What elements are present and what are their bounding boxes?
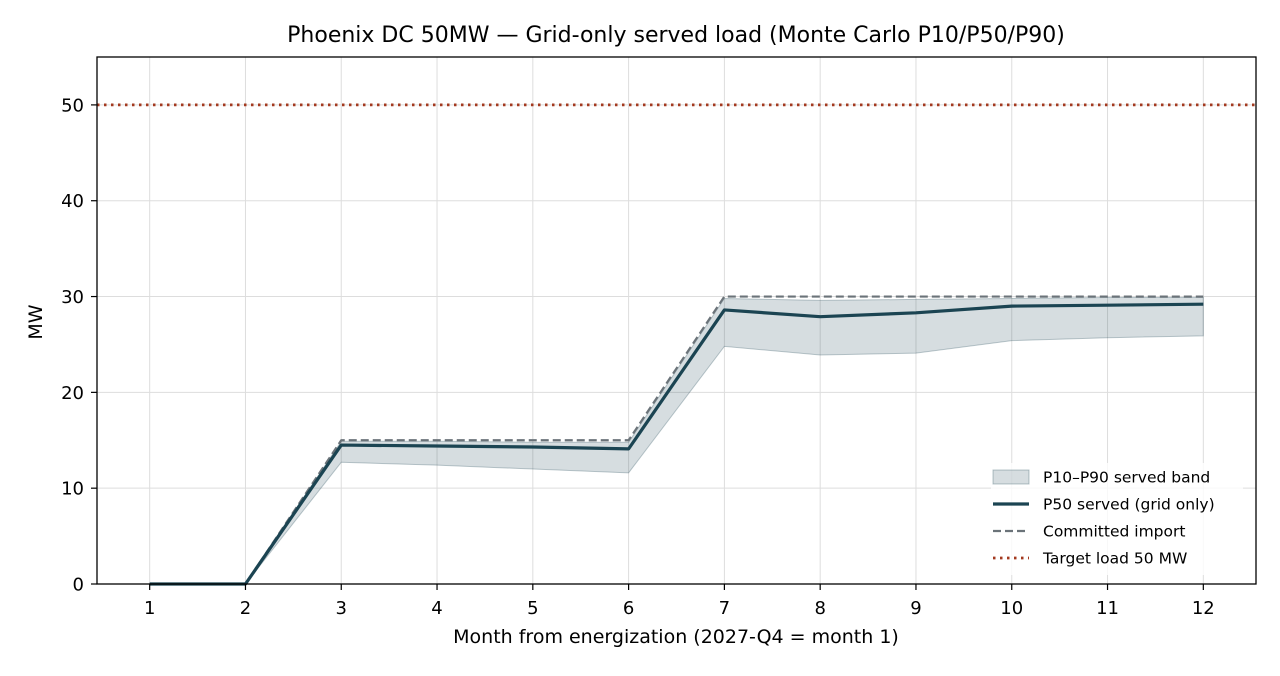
legend-band-swatch [992,469,1030,485]
y-axis-label: MW [25,304,47,339]
legend-committed-import-label: Committed import [1043,523,1185,541]
committed-import-line [149,295,1204,586]
x-tick-label: 1 [144,598,155,619]
y-tick-label: 0 [73,575,84,596]
y-tick-label: 30 [61,287,84,308]
x-tick-label: 10 [1000,598,1023,619]
plot-frame [96,56,1257,585]
legend-box [991,463,1243,575]
x-tick-label: 6 [623,598,634,619]
y-tick-label: 10 [61,479,84,500]
x-tick-label: 4 [431,598,442,619]
y-tick-label: 20 [61,383,84,404]
x-tick-label: 5 [527,598,538,619]
series-layer [149,295,1204,586]
y-tick-label: 40 [61,191,84,212]
x-tick-label: 9 [910,598,921,619]
legend: P10–P90 served band P50 served (grid only… [991,463,1243,575]
x-tick-label: 7 [719,598,730,619]
p50-served-line [149,302,1204,586]
x-axis-label: Month from energization (2027-Q4 = month… [453,626,899,648]
chart-title: Phoenix DC 50MW — Grid-only served load … [287,23,1065,48]
x-tick-label: 8 [814,598,825,619]
y-tick-label: 50 [61,95,84,116]
x-tick-label: 12 [1192,598,1215,619]
legend-p50-label: P50 served (grid only) [1043,496,1215,514]
legend-band-label: P10–P90 served band [1043,469,1210,487]
x-tick-label: 11 [1096,598,1119,619]
p10-p90-band [149,297,1204,585]
legend-target-label: Target load 50 MW [1042,550,1187,568]
x-tick-label: 3 [336,598,347,619]
x-tick-label: 2 [240,598,251,619]
band-layer [149,297,1204,585]
